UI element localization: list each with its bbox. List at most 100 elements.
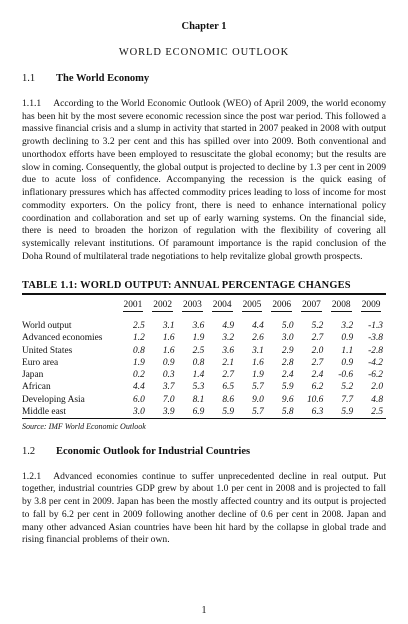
table-top-rule — [22, 293, 386, 296]
paragraph-1-2-1: 1.2.1 Advanced economies continue to suff… — [22, 471, 386, 548]
year-header: 2007 — [301, 300, 322, 313]
table-cell: 0.3 — [162, 370, 175, 381]
row-label: Japan — [22, 370, 44, 381]
table-cell: 2.8 — [281, 357, 294, 368]
table-cell: 1.6 — [162, 345, 175, 356]
table-cell: -4.2 — [368, 357, 383, 368]
row-label: Middle east — [22, 406, 67, 417]
paragraph-text: Advanced economies continue to suffer un… — [22, 470, 386, 546]
paragraph-text: According to the World Economic Outlook … — [22, 97, 386, 262]
table-row: Japan 0.2 0.3 1.4 2.7 1.9 2.4 2.4 -0.6 -6.2 — [22, 369, 386, 381]
table-cell: 9.0 — [252, 394, 264, 405]
table-cell: 1.1 — [341, 345, 354, 356]
table-cell: 1.6 — [162, 333, 175, 344]
table-cell: 2.9 — [281, 345, 294, 356]
table-cell: 6.5 — [222, 382, 235, 393]
table-cell: 7.0 — [162, 394, 175, 405]
table-cell: 5.2 — [311, 321, 324, 332]
table-cell: 3.0 — [281, 333, 294, 344]
table-cell: 5.9 — [281, 382, 294, 393]
table-cell: 5.0 — [281, 321, 294, 332]
chapter-title: WORLD ECONOMIC OUTLOOK — [118, 46, 290, 58]
paragraph-number: 1.1.1 — [22, 97, 42, 109]
table-cell: 2.5 — [192, 345, 205, 356]
table-cell: 1.2 — [133, 333, 145, 344]
table-bottom-rule — [22, 418, 386, 419]
year-header: 2001 — [122, 300, 144, 313]
section-number: 1.1 — [22, 72, 36, 84]
table-cell: 4.8 — [371, 394, 383, 405]
table-cell: 6.3 — [311, 406, 324, 417]
table-row: Developing Asia 6.0 7.0 8.1 8.6 9.0 9.6 10.6 7.7… — [22, 394, 386, 406]
table-cell: 3.1 — [252, 345, 264, 356]
year-header: 2004 — [211, 300, 233, 313]
table-cell: 6.2 — [311, 382, 324, 393]
table-row: Euro area 1.9 0.9 0.8 2.1 1.6 2.8 2.7 0.9 -4.2 — [22, 357, 386, 369]
table-cell: 0.9 — [162, 357, 175, 368]
table-cell: 4.4 — [133, 382, 145, 393]
table-cell: -1.3 — [368, 321, 383, 332]
row-label: Advanced economies — [22, 333, 103, 344]
table-source: Source: IMF World Economic Outlook — [22, 422, 146, 431]
table-cell: 6.9 — [192, 406, 205, 417]
year-header: 2002 — [152, 300, 174, 313]
page-number: 1 — [201, 605, 207, 616]
table-cell: 5.8 — [281, 406, 294, 417]
section-number: 1.2 — [22, 445, 36, 457]
table-cell: 8.6 — [222, 394, 235, 405]
table-header-row: 2001 2002 2003 2004 2005 2006 2007 2008 … — [22, 295, 386, 313]
table-cell: 3.6 — [192, 321, 205, 332]
section-title: The World Economy — [56, 72, 150, 84]
table-cell: 5.7 — [252, 382, 264, 393]
table-cell: 1.6 — [252, 357, 264, 368]
table-row: United States 0.8 1.6 2.5 3.6 3.1 2.9 2.0 1.1 -2.… — [22, 345, 386, 357]
row-label: Euro area — [22, 357, 59, 368]
table-cell: -6.2 — [368, 370, 383, 381]
table-cell: 5.3 — [192, 382, 205, 393]
header-blank — [22, 295, 118, 312]
table-cell: 3.0 — [133, 406, 145, 417]
year-header: 2006 — [271, 300, 293, 313]
year-header: 2009 — [360, 300, 382, 313]
table-cell: 5.2 — [341, 382, 354, 393]
table-cell: 2.1 — [222, 357, 235, 368]
document-page: Chapter 1 WORLD ECONOMIC OUTLOOK 1.1 The… — [22, 20, 386, 547]
table-cell: 4.4 — [252, 321, 264, 332]
table-cell: 5.9 — [222, 406, 235, 417]
table-cell: -2.8 — [368, 345, 383, 356]
table-cell: 2.0 — [311, 345, 324, 356]
year-header: 2005 — [241, 300, 263, 313]
table-cell: 1.9 — [192, 333, 205, 344]
year-header: 2008 — [330, 300, 352, 313]
table-cell: -3.8 — [368, 333, 383, 344]
table-cell: 2.0 — [371, 382, 383, 393]
table-cell: -0.6 — [338, 370, 354, 381]
table-cell: 2.7 — [311, 357, 324, 368]
table-cell: 5.7 — [252, 406, 264, 417]
table-row: World output 2.5 3.1 3.6 4.9 4.4 5.0 5.2 3.2 -1.3 — [22, 320, 386, 332]
row-label: World output — [22, 321, 72, 332]
table-title: TABLE 1.1: WORLD OUTPUT: ANNUAL PERCENTA… — [22, 279, 351, 291]
section-title: Economic Outlook for Industrial Countrie… — [56, 445, 251, 457]
table-cell: 2.4 — [311, 370, 324, 381]
table-cell: 0.8 — [192, 357, 205, 368]
table-cell: 0.9 — [341, 357, 354, 368]
world-output-table: 2001 2002 2003 2004 2005 2006 2007 2008 … — [22, 295, 386, 418]
table-cell: 3.1 — [162, 321, 175, 332]
table-spacer-row — [22, 312, 386, 320]
table-cell: 2.4 — [281, 370, 294, 381]
table-cell: 4.9 — [222, 321, 235, 332]
table-cell: 8.1 — [192, 394, 205, 405]
paragraph-number: 1.2.1 — [22, 470, 42, 482]
table-cell: 7.7 — [341, 394, 354, 405]
table-cell: 2.7 — [222, 370, 235, 381]
table-cell: 2.5 — [371, 406, 383, 417]
table-cell: 2.7 — [311, 333, 324, 344]
table-cell: 5.9 — [341, 406, 354, 417]
row-label: African — [22, 382, 51, 393]
table-cell: 10.6 — [306, 394, 324, 405]
table-cell: 0.2 — [133, 370, 145, 381]
table-cell: 1.9 — [252, 370, 264, 381]
table-row: Middle east 3.0 3.9 6.9 5.9 5.7 5.8 6.3 5.9 2.5 — [22, 406, 386, 418]
table-cell: 0.9 — [341, 333, 354, 344]
